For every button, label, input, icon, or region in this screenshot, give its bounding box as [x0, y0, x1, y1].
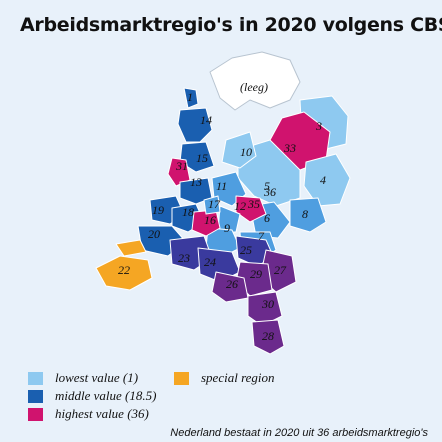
region-label-10: 10	[240, 145, 252, 159]
legend-label-special: special region	[201, 370, 275, 385]
region-label-17: 17	[208, 197, 221, 211]
region-label-18: 18	[182, 205, 194, 219]
region-1-island	[183, 87, 199, 109]
region-label-23: 23	[178, 251, 190, 265]
legend-item-high: highest value (36)	[28, 406, 149, 422]
legend-swatch-special	[174, 371, 189, 385]
region-4	[303, 153, 351, 207]
legend-item-special: special region	[174, 370, 275, 386]
region-35	[235, 195, 267, 223]
region-label-4: 4	[320, 173, 326, 187]
region-22	[95, 255, 153, 291]
region-label-7: 7	[258, 229, 265, 243]
region-label-26: 26	[226, 277, 238, 291]
region-26	[211, 271, 249, 303]
region-17	[203, 195, 221, 215]
region-label-27: 27	[274, 263, 287, 277]
region-label-16: 16	[204, 213, 216, 227]
legend-swatch-low	[28, 371, 43, 385]
region-label-15: 15	[196, 151, 208, 165]
region-north-empty	[209, 51, 301, 111]
region-label-19: 19	[152, 203, 164, 217]
region-label-12: 12	[234, 199, 246, 213]
map-title: Arbeidsmarktregio's in 2020 volgens CBS	[20, 14, 442, 36]
legend-label-middle: middle value (18.5)	[55, 388, 157, 403]
region-label-31: 31	[175, 159, 188, 173]
region-label-33: 33	[283, 141, 296, 155]
legend-swatch-middle	[28, 389, 43, 403]
legend-swatch-high	[28, 407, 43, 421]
region-label-14: 14	[200, 113, 212, 127]
legend-item-middle: middle value (18.5)	[28, 388, 156, 404]
region-10	[221, 131, 257, 169]
region-label-1: 1	[187, 90, 193, 104]
region-label-36: 36	[263, 185, 276, 199]
region-label-5: 5	[264, 179, 270, 193]
region-label-22: 22	[118, 263, 130, 277]
empty-region-label: (leeg)	[240, 80, 268, 94]
legend-label-low: lowest value (1)	[55, 370, 139, 385]
region-label-9: 9	[224, 221, 230, 235]
region-label-29: 29	[250, 267, 262, 281]
legend-item-low: lowest value (1)	[28, 370, 138, 386]
footnote: Nederland bestaat in 2020 uit 36 arbeids…	[170, 427, 428, 439]
region-label-30: 30	[261, 297, 274, 311]
legend-label-high: highest value (36)	[55, 406, 149, 421]
region-label-25: 25	[240, 243, 252, 257]
region-label-35: 35	[247, 197, 260, 211]
region-label-8: 8	[302, 207, 308, 221]
regions-layer	[95, 51, 351, 355]
region-28	[251, 319, 285, 355]
region-label-24: 24	[204, 255, 216, 269]
region-label-20: 20	[148, 227, 160, 241]
region-label-11: 11	[216, 179, 227, 193]
region-label-28: 28	[262, 329, 274, 343]
region-22-north	[115, 239, 147, 257]
region-label-6: 6	[264, 211, 270, 225]
region-label-13: 13	[190, 175, 202, 189]
region-label-3: 3	[315, 119, 322, 133]
